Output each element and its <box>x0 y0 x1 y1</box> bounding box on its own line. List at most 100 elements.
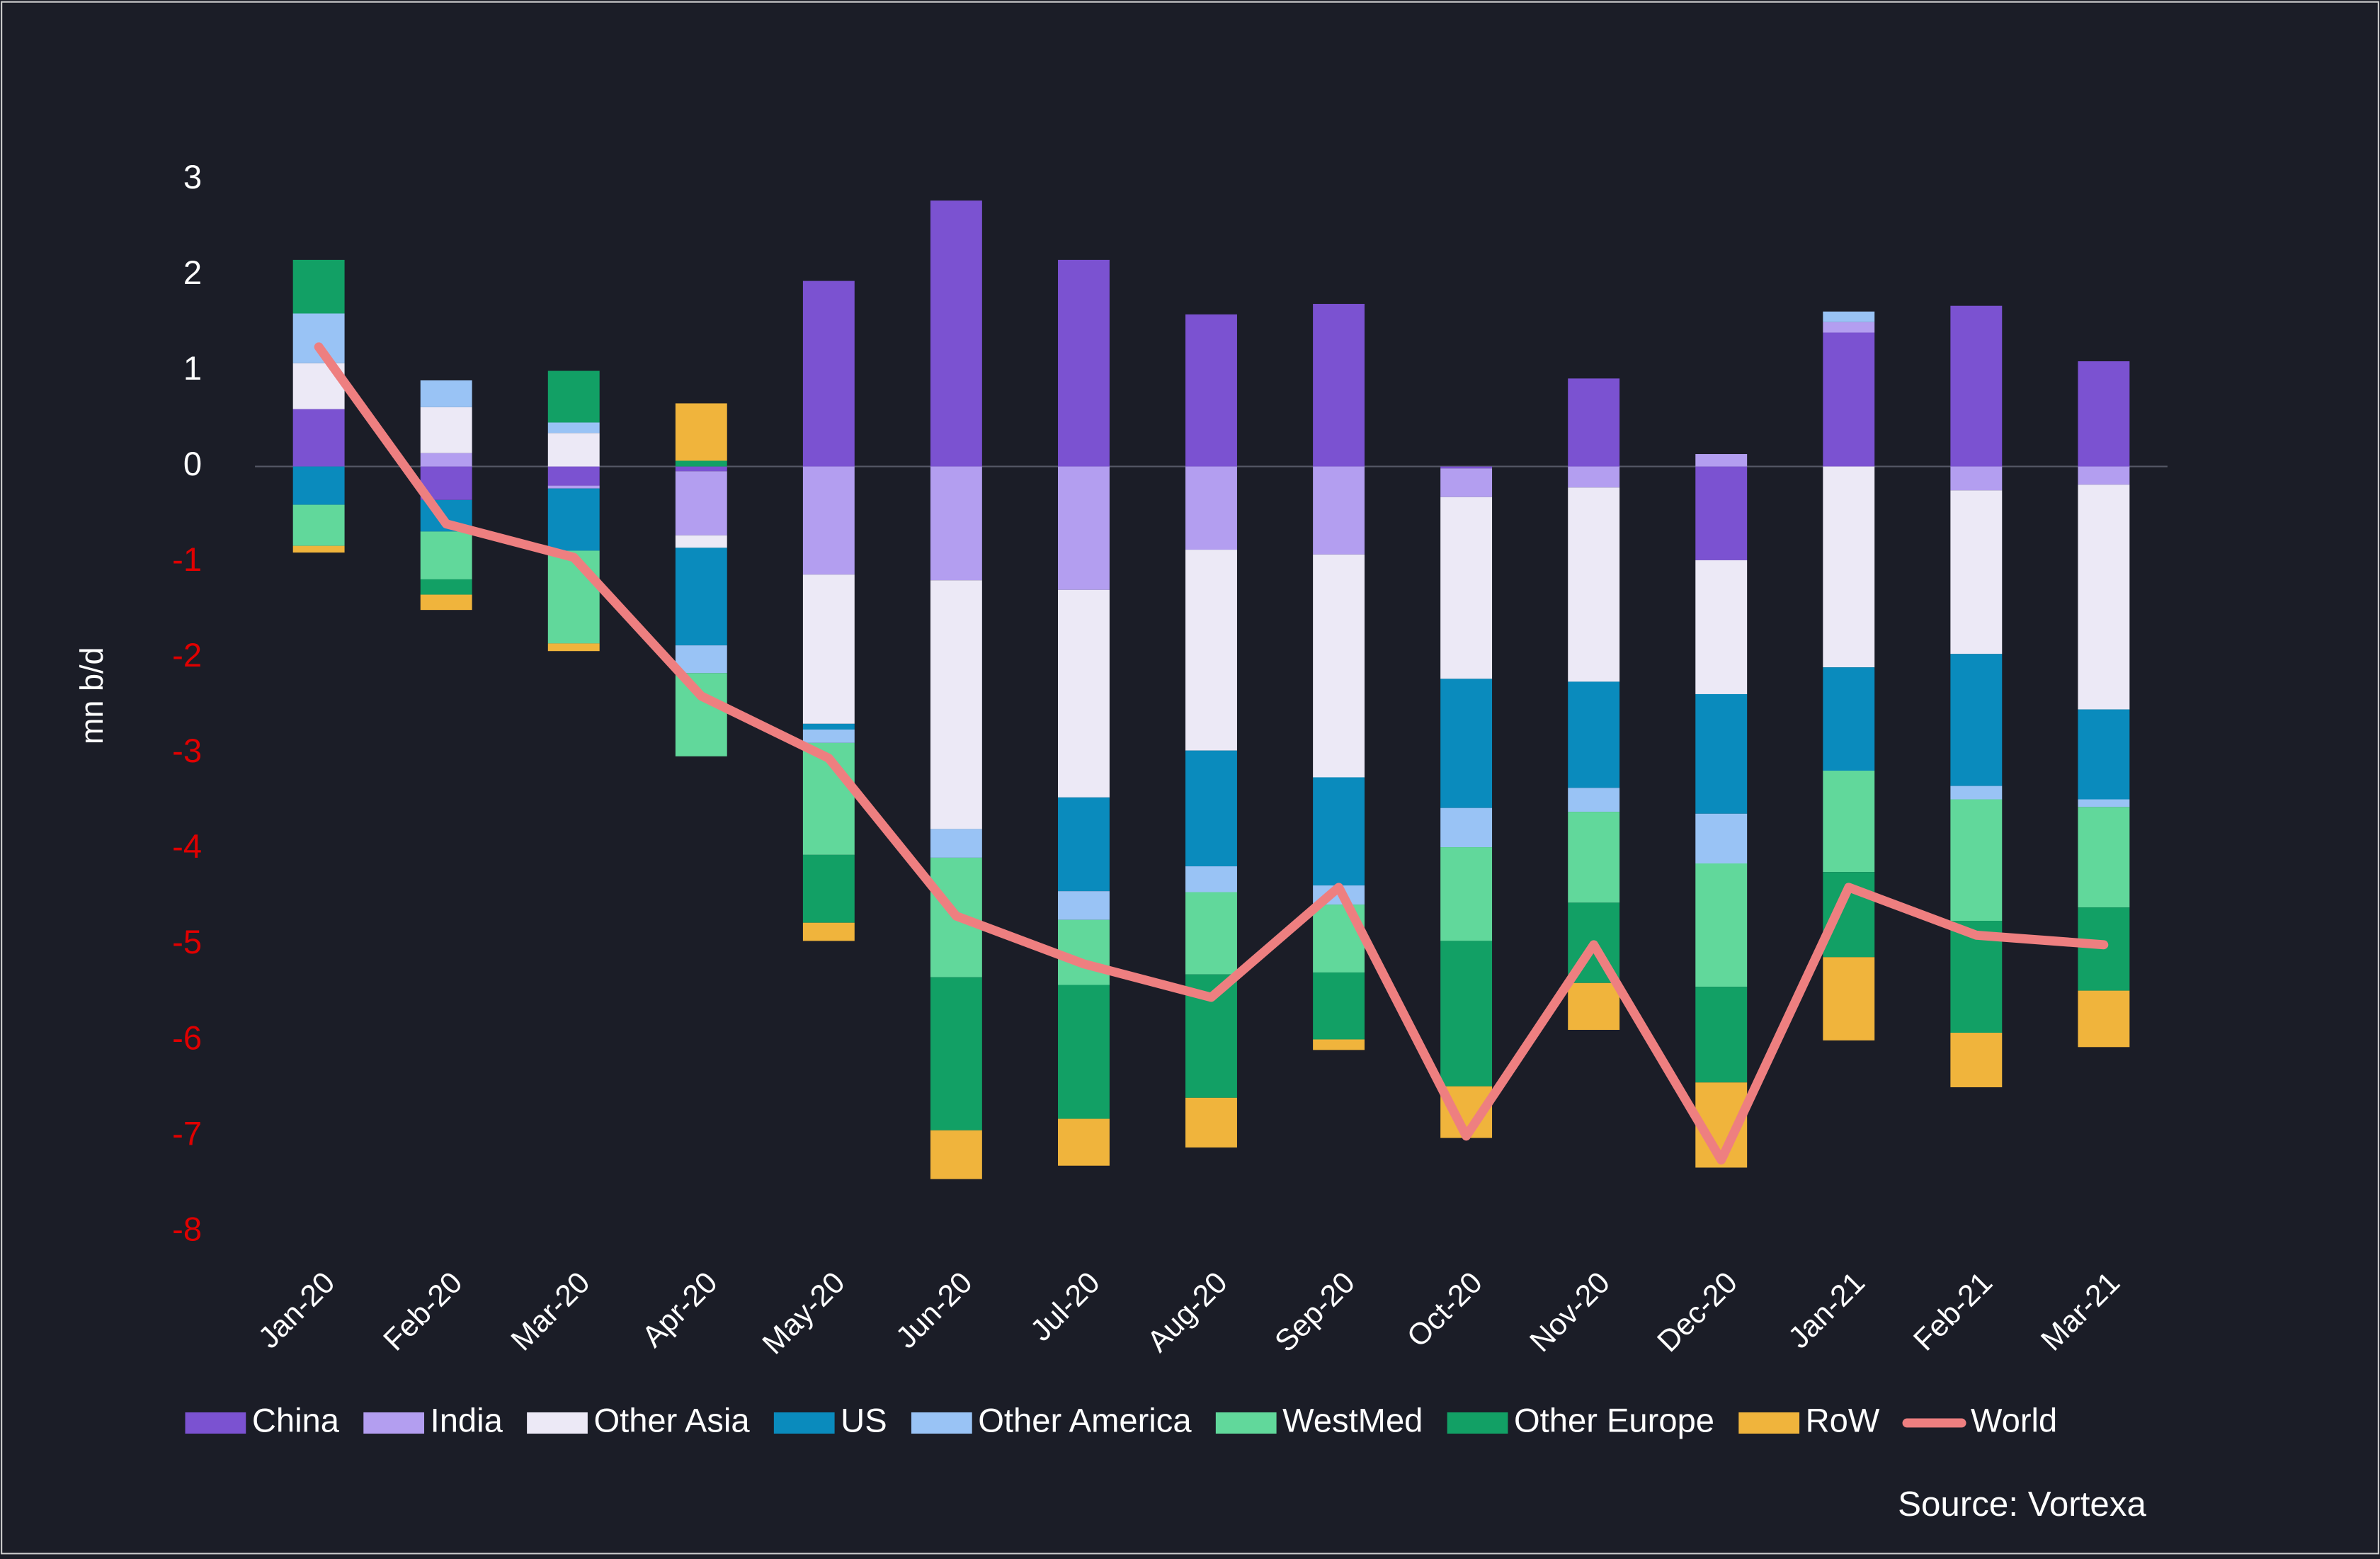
bar-segment <box>675 403 727 461</box>
bar-segment <box>1058 985 1110 1119</box>
bar-segment <box>802 574 855 724</box>
legend-swatch <box>1215 1412 1277 1434</box>
bar-segment <box>1950 786 2003 800</box>
bar-segment <box>292 504 345 546</box>
bar-segment <box>1950 654 2003 786</box>
bar-segment <box>1440 847 1493 941</box>
bar-segment <box>1568 812 1620 903</box>
bar-segment <box>2078 799 2130 807</box>
bar-segment <box>1058 259 1110 467</box>
bar-segment <box>1568 466 1620 488</box>
bar-segment <box>1823 466 1875 668</box>
bar-segment <box>930 466 982 581</box>
legend-label: Other Asia <box>593 1401 750 1439</box>
bar-segment <box>1185 550 1237 751</box>
legend-label: Other Europe <box>1514 1401 1714 1439</box>
legend-swatch <box>1738 1412 1800 1434</box>
bar-segment <box>1695 560 1748 694</box>
bar-segment <box>1823 957 1875 1041</box>
bar-segment <box>2078 990 2130 1048</box>
y-tick-label: 3 <box>183 158 202 195</box>
bar-segment <box>292 313 345 363</box>
bar-segment <box>1950 466 2003 491</box>
bar-segment <box>1058 1118 1110 1166</box>
bar-segment <box>420 594 472 611</box>
bar-segment <box>2078 361 2130 467</box>
bar-segment <box>1695 466 1748 560</box>
legend-swatch <box>527 1412 588 1434</box>
bar-segment <box>802 723 855 730</box>
bar-segment <box>1058 891 1110 920</box>
bar-segment <box>675 471 727 535</box>
bar-segment <box>1823 771 1875 873</box>
bar-segment <box>1185 750 1237 867</box>
y-tick-label: -7 <box>172 1114 202 1152</box>
bar-segment <box>547 370 600 423</box>
bar-segment <box>292 466 345 505</box>
bar-segment <box>547 433 600 467</box>
bar-segment <box>420 380 472 407</box>
bar-segment <box>1058 797 1110 892</box>
bar-segment <box>930 1130 982 1179</box>
bar-segment <box>1058 589 1110 798</box>
bar-segment <box>1185 314 1237 467</box>
bar-segment <box>1568 378 1620 467</box>
y-tick-label: -3 <box>172 732 202 769</box>
bar-segment <box>420 407 472 453</box>
bar-segment <box>1440 466 1493 469</box>
bar-segment <box>1950 1033 2003 1087</box>
legend-label: WestMed <box>1282 1401 1423 1439</box>
y-tick-label: -6 <box>172 1019 202 1056</box>
y-tick-label: 0 <box>183 445 202 482</box>
legend-label: India <box>431 1401 503 1439</box>
bar-segment <box>1440 679 1493 808</box>
bar-segment <box>1823 311 1875 322</box>
bar-segment <box>547 485 600 489</box>
bar-segment <box>420 531 472 579</box>
bar-segment <box>2078 466 2130 485</box>
bar-segment <box>1185 892 1237 975</box>
y-tick-label: -2 <box>172 636 202 674</box>
bar-segment <box>547 466 600 486</box>
bar-segment <box>1823 322 1875 333</box>
bar-segment <box>1695 987 1748 1083</box>
world-line <box>314 342 2109 1165</box>
bar-segment <box>675 460 727 467</box>
bar-segment <box>675 673 727 756</box>
bar-segment <box>930 580 982 829</box>
bar-segment <box>1440 807 1493 848</box>
bar-segment <box>1568 681 1620 788</box>
bar-segment <box>1695 813 1748 864</box>
bar-segment <box>420 579 472 595</box>
bar-segment <box>2078 807 2130 908</box>
y-tick-label: -4 <box>172 827 202 865</box>
bar-segment <box>1313 1039 1365 1050</box>
bar-segment <box>930 200 982 467</box>
bar-segment <box>547 643 600 652</box>
bar-segment <box>802 729 855 743</box>
bar-segment <box>1185 466 1237 550</box>
y-tick-label: 2 <box>183 254 202 291</box>
y-tick-label: 1 <box>183 349 202 387</box>
legend-swatch <box>773 1412 835 1434</box>
y-tick-label: -1 <box>172 540 202 578</box>
bar-segment <box>547 488 600 551</box>
bar-segment <box>420 453 472 467</box>
legend-swatch <box>363 1412 425 1434</box>
bar-segment <box>1185 866 1237 892</box>
bar-segment <box>1313 554 1365 778</box>
bar-segment <box>292 545 345 553</box>
bar-segment <box>802 922 855 941</box>
bar-segment <box>1440 497 1493 679</box>
bar-segment <box>547 422 600 433</box>
bar-segment <box>1313 972 1365 1040</box>
bar-segment <box>1185 1097 1237 1148</box>
legend-label: China <box>252 1401 340 1439</box>
bar-segment <box>675 548 727 646</box>
bar-segment <box>1568 982 1620 1030</box>
bar-segment <box>1568 487 1620 682</box>
bar-segment <box>292 409 345 467</box>
bar-segment <box>1950 490 2003 654</box>
